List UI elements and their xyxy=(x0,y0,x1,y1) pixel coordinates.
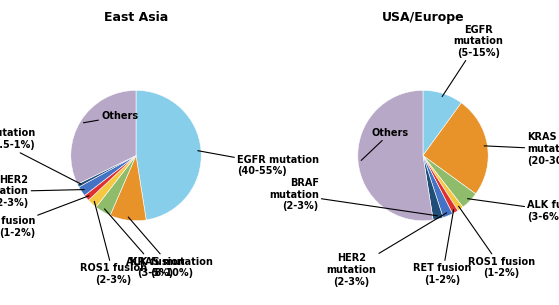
Text: BRAF mutation
(0.5-1%): BRAF mutation (0.5-1%) xyxy=(0,128,81,184)
Title: East Asia: East Asia xyxy=(104,11,168,24)
Text: KRAS mutation
(8-10%): KRAS mutation (8-10%) xyxy=(128,217,214,278)
Wedge shape xyxy=(423,156,476,207)
Text: ROS1 fusion
(2-3%): ROS1 fusion (2-3%) xyxy=(79,201,147,285)
Wedge shape xyxy=(84,156,136,200)
Text: HER2
mutation
(2-3%): HER2 mutation (2-3%) xyxy=(326,213,447,287)
Wedge shape xyxy=(423,156,458,214)
Wedge shape xyxy=(88,156,136,207)
Text: RET fusion
(1-2%): RET fusion (1-2%) xyxy=(0,196,89,238)
Wedge shape xyxy=(78,156,136,187)
Title: USA/Europe: USA/Europe xyxy=(382,11,465,24)
Text: ALK fusion
(3-6%): ALK fusion (3-6%) xyxy=(467,199,559,222)
Text: BRAF
mutation
(2-3%): BRAF mutation (2-3%) xyxy=(269,178,438,216)
Text: ALK fusion
(3-5%): ALK fusion (3-5%) xyxy=(105,209,185,278)
Wedge shape xyxy=(423,90,461,156)
Wedge shape xyxy=(110,156,146,221)
Wedge shape xyxy=(423,156,453,217)
Wedge shape xyxy=(96,156,136,215)
Wedge shape xyxy=(423,156,463,211)
Wedge shape xyxy=(79,156,136,196)
Text: HER2
mutation
(2-3%): HER2 mutation (2-3%) xyxy=(0,175,84,208)
Text: KRAS
mutation
(20-30%): KRAS mutation (20-30%) xyxy=(484,132,559,166)
Wedge shape xyxy=(71,90,136,184)
Text: Others: Others xyxy=(83,111,138,123)
Text: Others: Others xyxy=(361,128,409,160)
Text: EGFR
mutation
(5-15%): EGFR mutation (5-15%) xyxy=(442,24,503,97)
Wedge shape xyxy=(423,156,443,220)
Wedge shape xyxy=(136,90,201,220)
Text: EGFR mutation
(40-55%): EGFR mutation (40-55%) xyxy=(198,151,319,176)
Text: ROS1 fusion
(1-2%): ROS1 fusion (1-2%) xyxy=(458,206,535,278)
Wedge shape xyxy=(423,103,488,194)
Text: RET fusion
(1-2%): RET fusion (1-2%) xyxy=(413,209,472,285)
Wedge shape xyxy=(358,90,433,221)
